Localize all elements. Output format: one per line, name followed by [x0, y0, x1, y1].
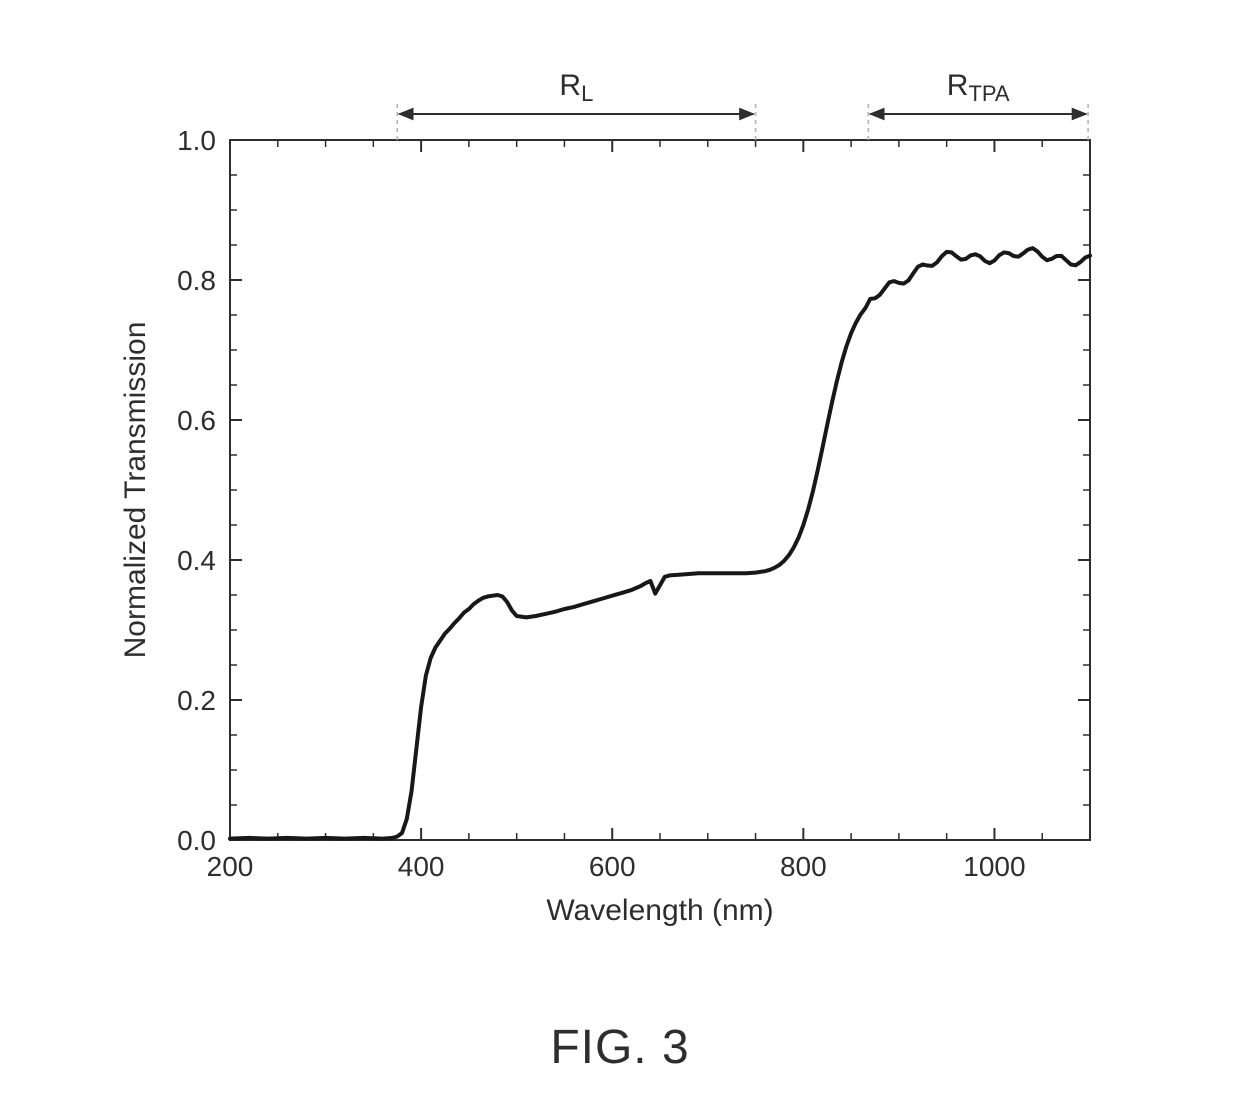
svg-text:RTPA: RTPA	[947, 69, 1010, 106]
svg-text:400: 400	[398, 851, 445, 882]
svg-text:0.6: 0.6	[177, 405, 216, 436]
svg-text:1000: 1000	[963, 851, 1025, 882]
svg-text:0.2: 0.2	[177, 685, 216, 716]
svg-text:0.4: 0.4	[177, 545, 216, 576]
svg-text:RL: RL	[559, 69, 593, 106]
transmission-chart: 2004006008001000Wavelength (nm)0.00.20.4…	[0, 0, 1240, 1000]
svg-text:Wavelength (nm): Wavelength (nm)	[546, 894, 773, 927]
svg-text:1.0: 1.0	[177, 125, 216, 156]
figure-caption: FIG. 3	[0, 1020, 1240, 1075]
page: 2004006008001000Wavelength (nm)0.00.20.4…	[0, 0, 1240, 1116]
svg-text:Normalized Transmission: Normalized Transmission	[119, 322, 152, 659]
svg-text:0.0: 0.0	[177, 825, 216, 856]
svg-text:0.8: 0.8	[177, 265, 216, 296]
svg-text:600: 600	[589, 851, 636, 882]
svg-text:800: 800	[780, 851, 827, 882]
